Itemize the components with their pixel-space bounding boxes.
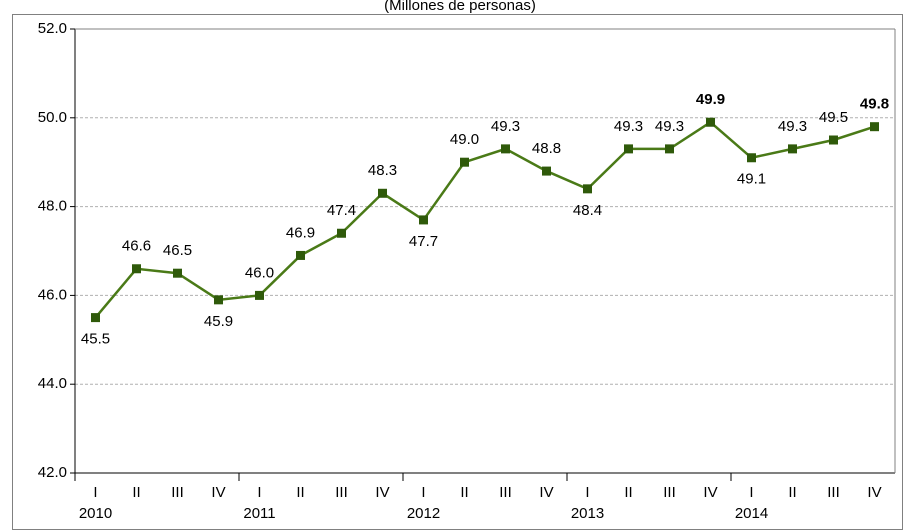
marker	[419, 215, 428, 225]
x-tick-label: I	[257, 484, 261, 501]
data-label: 49.8	[860, 96, 889, 113]
year-label: 2010	[79, 505, 112, 522]
marker	[214, 295, 223, 305]
data-label: 46.9	[286, 224, 315, 241]
data-label: 46.0	[245, 264, 274, 281]
data-label: 47.7	[409, 233, 438, 250]
marker	[501, 144, 510, 154]
data-label: 48.3	[368, 162, 397, 179]
x-tick-label: I	[421, 484, 425, 501]
x-tick-label: II	[296, 484, 304, 501]
marker	[132, 264, 141, 274]
data-label: 49.3	[491, 118, 520, 135]
year-label: 2014	[735, 505, 768, 522]
marker	[337, 228, 346, 238]
marker	[91, 313, 100, 323]
x-tick-label: III	[827, 484, 840, 501]
chart-title: (Millones de personas)	[384, 0, 536, 14]
x-tick-label: I	[585, 484, 589, 501]
data-label: 49.3	[778, 118, 807, 135]
x-tick-label: III	[335, 484, 348, 501]
y-tick-label: 46.0	[38, 286, 67, 303]
marker	[624, 144, 633, 154]
y-tick-label: 52.0	[38, 20, 67, 37]
data-label: 49.0	[450, 131, 479, 148]
data-label: 49.5	[819, 109, 848, 126]
data-label: 49.3	[614, 118, 643, 135]
data-label: 49.9	[696, 91, 725, 108]
marker	[747, 153, 756, 163]
x-tick-label: III	[171, 484, 184, 501]
marker	[583, 184, 592, 194]
data-label: 45.9	[204, 313, 233, 330]
y-tick-label: 42.0	[38, 464, 67, 481]
marker	[173, 268, 182, 278]
x-tick-label: III	[663, 484, 676, 501]
data-label: 48.8	[532, 140, 561, 157]
year-label: 2013	[571, 505, 604, 522]
marker	[665, 144, 674, 154]
data-label: 48.4	[573, 202, 602, 219]
data-label: 49.3	[655, 118, 684, 135]
marker	[255, 290, 264, 300]
marker	[870, 122, 879, 132]
marker	[788, 144, 797, 154]
data-label: 46.6	[122, 238, 151, 255]
x-tick-label: II	[788, 484, 796, 501]
x-tick-label: II	[460, 484, 468, 501]
marker	[460, 157, 469, 167]
data-label: 46.5	[163, 242, 192, 259]
marker	[829, 135, 838, 145]
x-tick-label: IV	[867, 484, 881, 501]
chart-frame	[12, 14, 903, 530]
data-label: 45.5	[81, 331, 110, 348]
data-label: 49.1	[737, 171, 766, 188]
marker	[296, 250, 305, 260]
y-tick-label: 44.0	[38, 375, 67, 392]
x-tick-label: IV	[211, 484, 225, 501]
x-tick-label: III	[499, 484, 512, 501]
year-label: 2011	[243, 505, 275, 522]
marker	[378, 188, 387, 198]
year-label: 2012	[407, 505, 440, 522]
y-tick-label: 50.0	[38, 109, 67, 126]
x-tick-label: IV	[703, 484, 717, 501]
x-tick-label: IV	[375, 484, 389, 501]
x-tick-label: IV	[539, 484, 553, 501]
x-tick-label: I	[93, 484, 97, 501]
y-tick-label: 48.0	[38, 198, 67, 215]
line	[94, 120, 875, 319]
marker	[542, 166, 551, 176]
data-label: 47.4	[327, 202, 356, 219]
x-tick-label: I	[749, 484, 753, 501]
x-tick-label: II	[132, 484, 140, 501]
x-tick-label: II	[624, 484, 632, 501]
marker	[706, 117, 715, 127]
